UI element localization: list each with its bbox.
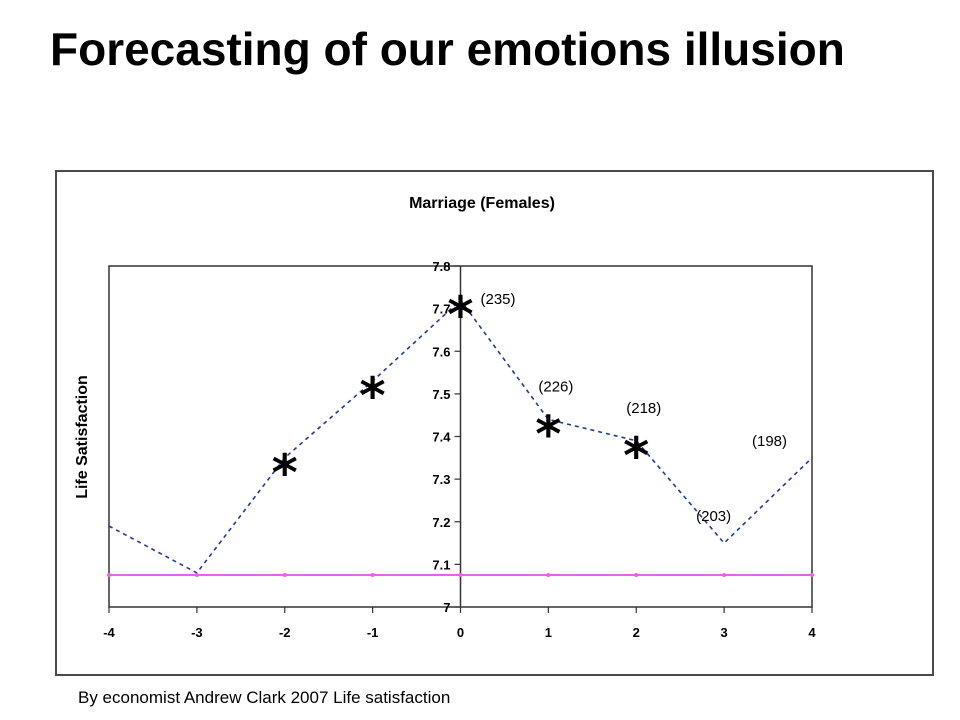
x-tick-label: -3 [191,625,203,640]
series-point [634,573,639,578]
sample-size-label: (198) [752,433,787,450]
y-tick-label: 7.5 [432,387,450,402]
y-tick-label: 7.7 [432,302,450,317]
y-tick-label: 7.2 [432,515,450,530]
series-point [722,573,727,578]
sample-size-label: (226) [538,378,573,395]
significance-marker: * [623,427,649,485]
chart-frame: Marriage (Females) Life Satisfaction 7 7.… [55,170,934,676]
series-point [194,573,199,578]
chart-title: Marriage (Females) [409,195,555,212]
x-tick-label: -2 [279,625,291,640]
x-tick-label: 1 [545,625,552,640]
y-tick-label: 7.4 [432,430,451,445]
series-point [282,573,287,578]
x-tick-label: 2 [633,625,640,640]
significance-marker: * [360,367,386,425]
slide-title: Forecasting of our emotions illusion [50,23,845,75]
x-tick-label: 0 [457,625,464,640]
series-line-0 [108,298,813,574]
sample-size-label: (235) [481,291,516,308]
life-satisfaction-chart: Marriage (Females) Life Satisfaction 7 7.… [74,195,816,640]
x-tick-label: -4 [103,625,115,640]
x-tick-label: 4 [808,625,816,640]
significance-marker: * [535,405,561,463]
significance-marker: * [272,444,298,502]
y-axis-label: Life Satisfaction [74,375,91,499]
sample-size-label: (218) [626,400,661,417]
series-point [810,573,814,578]
x-tick-label: -1 [367,625,379,640]
y-tick-label: 7.1 [432,557,450,572]
y-tick-label: 7.8 [432,259,450,274]
series-point [458,573,463,578]
y-tick-label: 7.6 [432,344,450,359]
significance-marker: * [447,286,473,344]
series-point [107,573,111,578]
y-tick-label: 7.3 [432,472,450,487]
series-point [370,573,375,578]
slide-caption: By economist Andrew Clark 2007 Life sati… [78,688,451,707]
series-point [546,573,551,578]
y-tick-label: 7 [443,600,450,615]
sample-size-label: (203) [696,508,731,525]
x-tick-label: 3 [721,625,728,640]
